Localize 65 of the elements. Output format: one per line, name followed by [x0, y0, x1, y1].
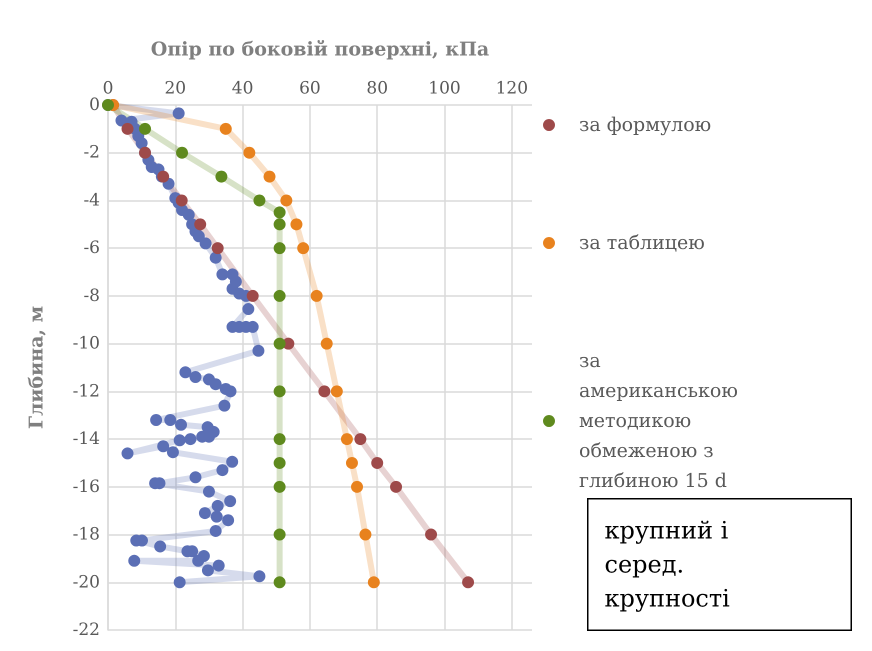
- point: [243, 146, 256, 159]
- point: [274, 218, 286, 230]
- point: [368, 576, 380, 588]
- point: [359, 528, 372, 541]
- y-tick-label: -4: [83, 190, 100, 210]
- point: [139, 122, 152, 135]
- point: [176, 146, 188, 159]
- point: [274, 456, 286, 469]
- y-tick-label: -8: [83, 286, 100, 306]
- point: [320, 338, 333, 350]
- point: [340, 433, 353, 446]
- x-tick-label: 40: [232, 78, 254, 98]
- point: [346, 456, 358, 469]
- point: [274, 576, 286, 588]
- x-axis-title: Опір по боковій поверхні, кПа: [150, 38, 490, 60]
- y-tick-label: -16: [72, 476, 100, 497]
- point: [280, 194, 292, 206]
- legend-label: за таблицею: [579, 232, 705, 254]
- legend-label: за формулою: [579, 114, 712, 136]
- y-tick-label: -20: [72, 572, 100, 592]
- point: [462, 576, 474, 588]
- point: [194, 218, 206, 230]
- y-tick-label: -2: [83, 142, 100, 163]
- point: [274, 290, 286, 302]
- point: [215, 170, 228, 183]
- point: [297, 242, 310, 254]
- point: [274, 242, 286, 254]
- point: [371, 456, 384, 469]
- point: [220, 122, 232, 135]
- point: [390, 480, 402, 493]
- point: [212, 242, 224, 254]
- y-tick-label: -22: [72, 620, 100, 640]
- point: [274, 206, 286, 218]
- point: [318, 385, 330, 398]
- x-tick-label: 0: [102, 78, 114, 98]
- point: [274, 385, 286, 398]
- x-tick-label: 100: [428, 78, 461, 98]
- y-tick-label: -10: [72, 334, 100, 354]
- y-tick-label: -12: [72, 381, 100, 402]
- point: [176, 194, 188, 206]
- point: [310, 290, 323, 302]
- point: [274, 480, 286, 493]
- legend-label: за американською методикою обмеженою з глибиною 15 d: [579, 350, 744, 492]
- y-tick-label: -14: [72, 429, 100, 450]
- point: [253, 194, 266, 206]
- point: [246, 290, 259, 302]
- x-tick-label: 80: [366, 78, 388, 98]
- x-tick-label: 60: [299, 78, 321, 98]
- point: [122, 122, 134, 135]
- text: крупний і серед. крупності: [604, 516, 736, 612]
- point: [354, 433, 366, 446]
- point: [351, 480, 364, 493]
- point: [290, 218, 302, 230]
- y-tick-label: 0: [89, 95, 100, 115]
- y-tick-label: -6: [83, 238, 100, 258]
- point: [264, 170, 276, 183]
- point: [274, 433, 286, 446]
- point: [425, 528, 438, 541]
- point: [274, 528, 286, 541]
- y-tick-label: -18: [72, 524, 100, 545]
- point: [330, 385, 343, 398]
- x-tick-label: 120: [496, 78, 528, 98]
- x-tick-label: 20: [164, 78, 186, 98]
- point: [274, 338, 286, 350]
- y-axis-title: Глибина, м: [26, 306, 48, 430]
